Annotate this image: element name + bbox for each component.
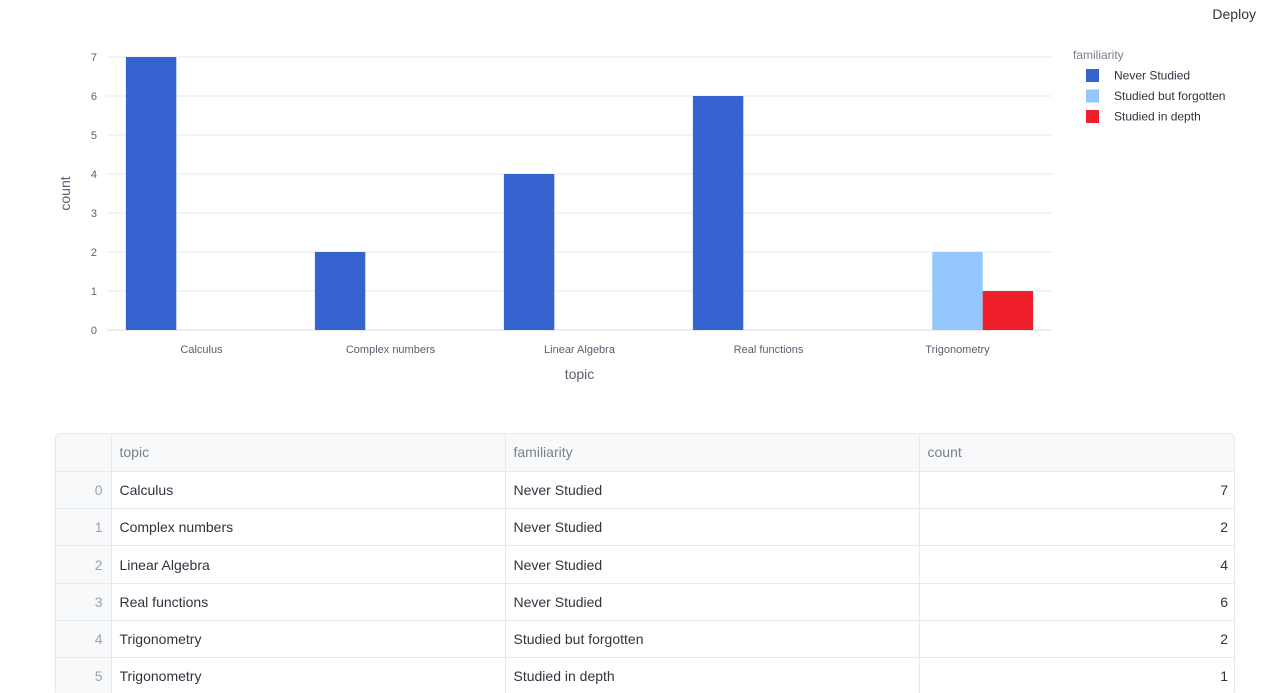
y-tick-label: 3 <box>91 208 97 220</box>
topic-cell[interactable]: Trigonometry <box>111 657 506 693</box>
y-tick-label: 5 <box>91 130 97 142</box>
familiarity-cell[interactable]: Never Studied <box>505 508 920 547</box>
topic-cell[interactable]: Calculus <box>111 471 506 510</box>
row-index-cell: 4 <box>56 620 112 659</box>
x-tick-label: Trigonometry <box>925 344 990 356</box>
table-row[interactable]: 5 Trigonometry Studied in depth 1 <box>56 657 1234 693</box>
legend-swatch <box>1086 89 1099 103</box>
y-tick-label: 7 <box>91 52 97 64</box>
count-cell[interactable]: 2 <box>919 620 1234 659</box>
topic-cell[interactable]: Trigonometry <box>111 620 506 659</box>
bar-never-studied <box>125 57 177 330</box>
familiarity-cell[interactable]: Studied in depth <box>505 657 920 693</box>
table-row[interactable]: 4 Trigonometry Studied but forgotten 2 <box>56 620 1234 659</box>
topic-cell[interactable]: Linear Algebra <box>111 545 506 584</box>
x-axis-title: topic <box>565 366 595 382</box>
table-row[interactable]: 1 Complex numbers Never Studied 2 <box>56 508 1234 547</box>
bar-studied-but-forgotten <box>932 252 983 330</box>
legend-swatch <box>1086 110 1099 123</box>
x-tick-label: Calculus <box>180 344 223 356</box>
legend-item-label: Studied in depth <box>1114 110 1201 124</box>
y-tick-label: 4 <box>91 169 97 181</box>
topic-cell[interactable]: Complex numbers <box>111 508 506 547</box>
table-row[interactable]: 2 Linear Algebra Never Studied 4 <box>56 545 1234 584</box>
row-index-cell: 5 <box>56 657 112 693</box>
count-cell[interactable]: 4 <box>919 545 1234 584</box>
table-header-row: topic familiarity count <box>56 434 1234 472</box>
bar-studied-in-depth <box>982 291 1034 330</box>
x-tick-label: Complex numbers <box>346 344 436 356</box>
column-header-count[interactable]: count <box>919 434 1234 472</box>
row-index-cell: 0 <box>56 471 112 510</box>
x-tick-label: Linear Algebra <box>544 344 616 356</box>
count-cell[interactable]: 2 <box>919 508 1234 547</box>
bar-never-studied <box>692 96 744 330</box>
legend-swatch <box>1086 69 1099 82</box>
bar-never-studied <box>314 252 366 330</box>
count-cell[interactable]: 7 <box>919 471 1234 510</box>
column-header-topic[interactable]: topic <box>111 434 506 472</box>
x-tick-label: Real functions <box>734 344 804 356</box>
row-index-cell: 3 <box>56 583 112 621</box>
legend-title: familiarity <box>1073 48 1124 62</box>
table-row[interactable]: 3 Real functions Never Studied 6 <box>56 583 1234 621</box>
y-tick-label: 6 <box>91 91 97 103</box>
legend-item-label: Studied but forgotten <box>1114 89 1225 103</box>
y-axis-title: count <box>57 176 73 210</box>
column-header-familiarity[interactable]: familiarity <box>505 434 920 472</box>
deploy-button[interactable]: Deploy <box>1212 6 1256 22</box>
count-cell[interactable]: 6 <box>919 583 1234 621</box>
bar-chart: 0 1 2 3 4 5 6 7 Calculus Complex numbers Linear Al… <box>57 48 1225 382</box>
familiarity-cell[interactable]: Never Studied <box>505 545 920 584</box>
table-row[interactable]: 0 Calculus Never Studied 7 <box>56 471 1234 510</box>
column-header-index[interactable] <box>56 434 112 472</box>
row-index-cell: 1 <box>56 508 112 547</box>
row-index-cell: 2 <box>56 545 112 584</box>
topic-cell[interactable]: Real functions <box>111 583 506 621</box>
y-tick-label: 2 <box>91 247 97 259</box>
familiarity-cell[interactable]: Never Studied <box>505 471 920 510</box>
familiarity-cell[interactable]: Never Studied <box>505 583 920 621</box>
bar-never-studied <box>503 174 555 330</box>
legend-item-label: Never Studied <box>1114 69 1190 83</box>
y-tick-label: 0 <box>91 325 97 337</box>
data-table[interactable]: topic familiarity count 0 Calculus Never… <box>55 433 1235 693</box>
familiarity-cell[interactable]: Studied but forgotten <box>505 620 920 659</box>
bar-chart-svg: 0 1 2 3 4 5 6 7 Calculus Complex numbers Linear Al… <box>57 48 1225 382</box>
y-tick-label: 1 <box>91 286 97 298</box>
count-cell[interactable]: 1 <box>919 657 1234 693</box>
